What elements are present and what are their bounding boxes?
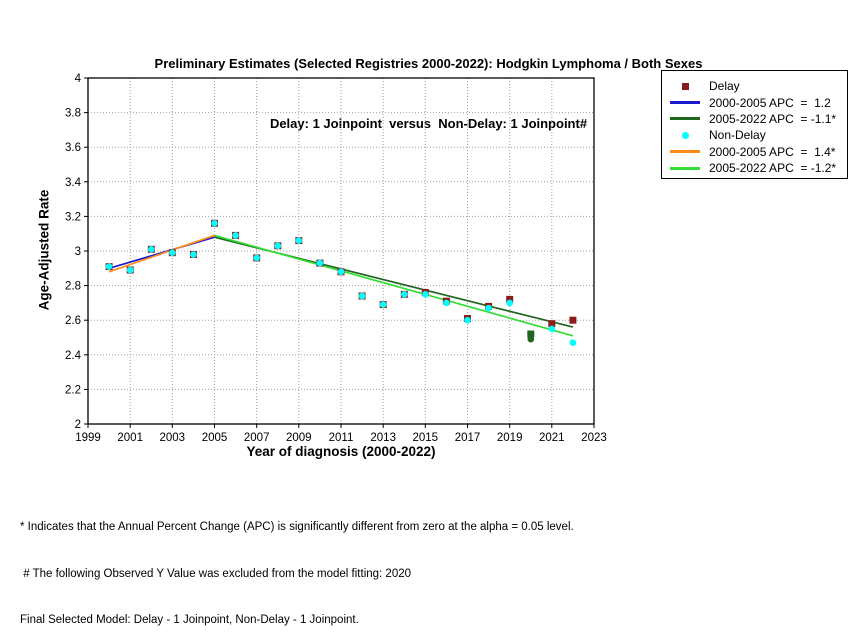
legend-nondelay-apc2-icon xyxy=(670,166,700,170)
non-delay-data-point xyxy=(379,301,387,308)
plot-svg: 1999 2001 2003 2005 2007 2009 2011 2013 2015 2017… xyxy=(65,73,607,444)
legend-delay-apc1-icon xyxy=(670,101,700,105)
non-delay-data-point xyxy=(548,325,556,333)
non-delay-data-point xyxy=(274,242,282,250)
non-delay-data-point xyxy=(232,232,239,239)
chart-title-line2: Delay: 1 Joinpoint versus Non-Delay: 1 J… xyxy=(269,116,588,131)
non-delay-data-point xyxy=(211,220,218,227)
x-axis-title: Year of diagnosis (2000-2022) xyxy=(246,444,436,459)
x-tick-label: 2009 xyxy=(286,432,312,444)
x-tick-label: 2017 xyxy=(455,432,481,444)
non-delay-data-point xyxy=(358,292,366,300)
x-tick-label: 2019 xyxy=(497,432,523,444)
nondelay-fit-2005-2022 xyxy=(214,234,574,337)
legend-item-label: 2005-2022 APC = -1.2* xyxy=(709,161,837,176)
y-tick-label: 2 xyxy=(75,419,81,431)
legend-item: 2000-2005 APC = 1.2 xyxy=(670,94,847,110)
legend-item: 2000-2005 APC = 1.4* xyxy=(670,144,847,160)
legend-nondelay-marker-icon xyxy=(670,131,700,139)
legend-item-label: 2005-2022 APC = -1.1* xyxy=(709,111,837,126)
y-axis-title: Age-Adjusted Rate xyxy=(36,189,52,311)
y-tick-label: 3.8 xyxy=(65,108,81,120)
footnotes: * Indicates that the Annual Percent Chan… xyxy=(20,489,574,644)
x-tick-label: 2005 xyxy=(202,432,228,444)
non-delay-data-point xyxy=(401,291,408,298)
non-delay-data-point xyxy=(316,259,324,267)
x-tick-label: 2023 xyxy=(581,432,607,444)
non-delay-data-point xyxy=(253,254,260,262)
legend-item-label: 2000-2005 APC = 1.4* xyxy=(709,144,836,159)
y-tick-label: 3.6 xyxy=(65,142,81,154)
footnote-final-model: Final Selected Model: Delay - 1 Joinpoin… xyxy=(20,614,359,626)
non-delay-data-point xyxy=(337,268,345,276)
x-tick-label: 2015 xyxy=(413,432,439,444)
y-tick-label: 2.6 xyxy=(65,315,81,327)
legend-delay-marker-icon xyxy=(670,82,700,90)
non-delay-data-point xyxy=(485,304,492,312)
legend-item: Non-Delay xyxy=(670,127,847,143)
non-delay-data-point xyxy=(569,339,577,347)
delay-data-point xyxy=(569,316,577,324)
y-tick-label: 2.4 xyxy=(65,350,82,362)
chart-title-line1: Preliminary Estimates (Selected Registri… xyxy=(154,56,703,71)
x-tick-label: 1999 xyxy=(75,432,101,444)
non-delay-data-point xyxy=(190,251,197,258)
footnote-alpha: * Indicates that the Annual Percent Chan… xyxy=(20,521,574,533)
legend-item-label: 2000-2005 APC = 1.2 xyxy=(709,95,831,110)
legend-item-label: Delay xyxy=(709,79,740,94)
x-tick-label: 2001 xyxy=(117,432,143,444)
non-delay-data-point xyxy=(464,316,471,324)
non-delay-data-point xyxy=(422,291,429,298)
legend-nondelay-apc1-icon xyxy=(670,150,700,154)
delay-data-point xyxy=(548,320,556,328)
legend-item: 2005-2022 APC = -1.1* xyxy=(670,111,847,127)
legend-item: 2005-2022 APC = -1.2* xyxy=(670,160,847,176)
y-tick-label: 3.2 xyxy=(65,211,81,223)
legend-delay-apc2-icon xyxy=(670,117,700,121)
y-tick-label: 3.4 xyxy=(65,177,82,189)
non-delay-data-point xyxy=(126,266,134,274)
delay-data-point xyxy=(527,330,535,338)
non-delay-data-point xyxy=(527,335,535,343)
legend-item-label: Non-Delay xyxy=(709,128,766,143)
y-tick-label: 2.8 xyxy=(65,281,81,293)
non-delay-data-point xyxy=(443,299,450,307)
x-tick-label: 2007 xyxy=(244,432,270,444)
non-delay-data-point xyxy=(169,249,176,256)
x-tick-label: 2013 xyxy=(370,432,396,444)
legend-item: Delay xyxy=(670,78,847,94)
x-tick-label: 2011 xyxy=(329,432,354,444)
nondelay-fit-2000-2005 xyxy=(108,234,215,273)
x-tick-label: 2003 xyxy=(160,432,186,444)
non-delay-data-point xyxy=(148,246,155,253)
y-tick-label: 2.2 xyxy=(65,384,81,396)
delay-data-point xyxy=(506,295,514,303)
x-tick-label: 2021 xyxy=(539,432,565,444)
non-delay-data-point xyxy=(295,237,303,244)
footnote-excluded: # The following Observed Y Value was exc… xyxy=(20,567,412,580)
y-tick-label: 3 xyxy=(75,246,81,258)
non-delay-data-point xyxy=(105,263,113,270)
non-delay-data-point xyxy=(506,299,513,307)
chart-title: Preliminary Estimates (Selected Registri… xyxy=(0,14,857,154)
y-tick-label: 4 xyxy=(75,73,82,85)
legend: Delay 2000-2005 APC = 1.2 2005-2022 APC = … xyxy=(661,70,848,179)
